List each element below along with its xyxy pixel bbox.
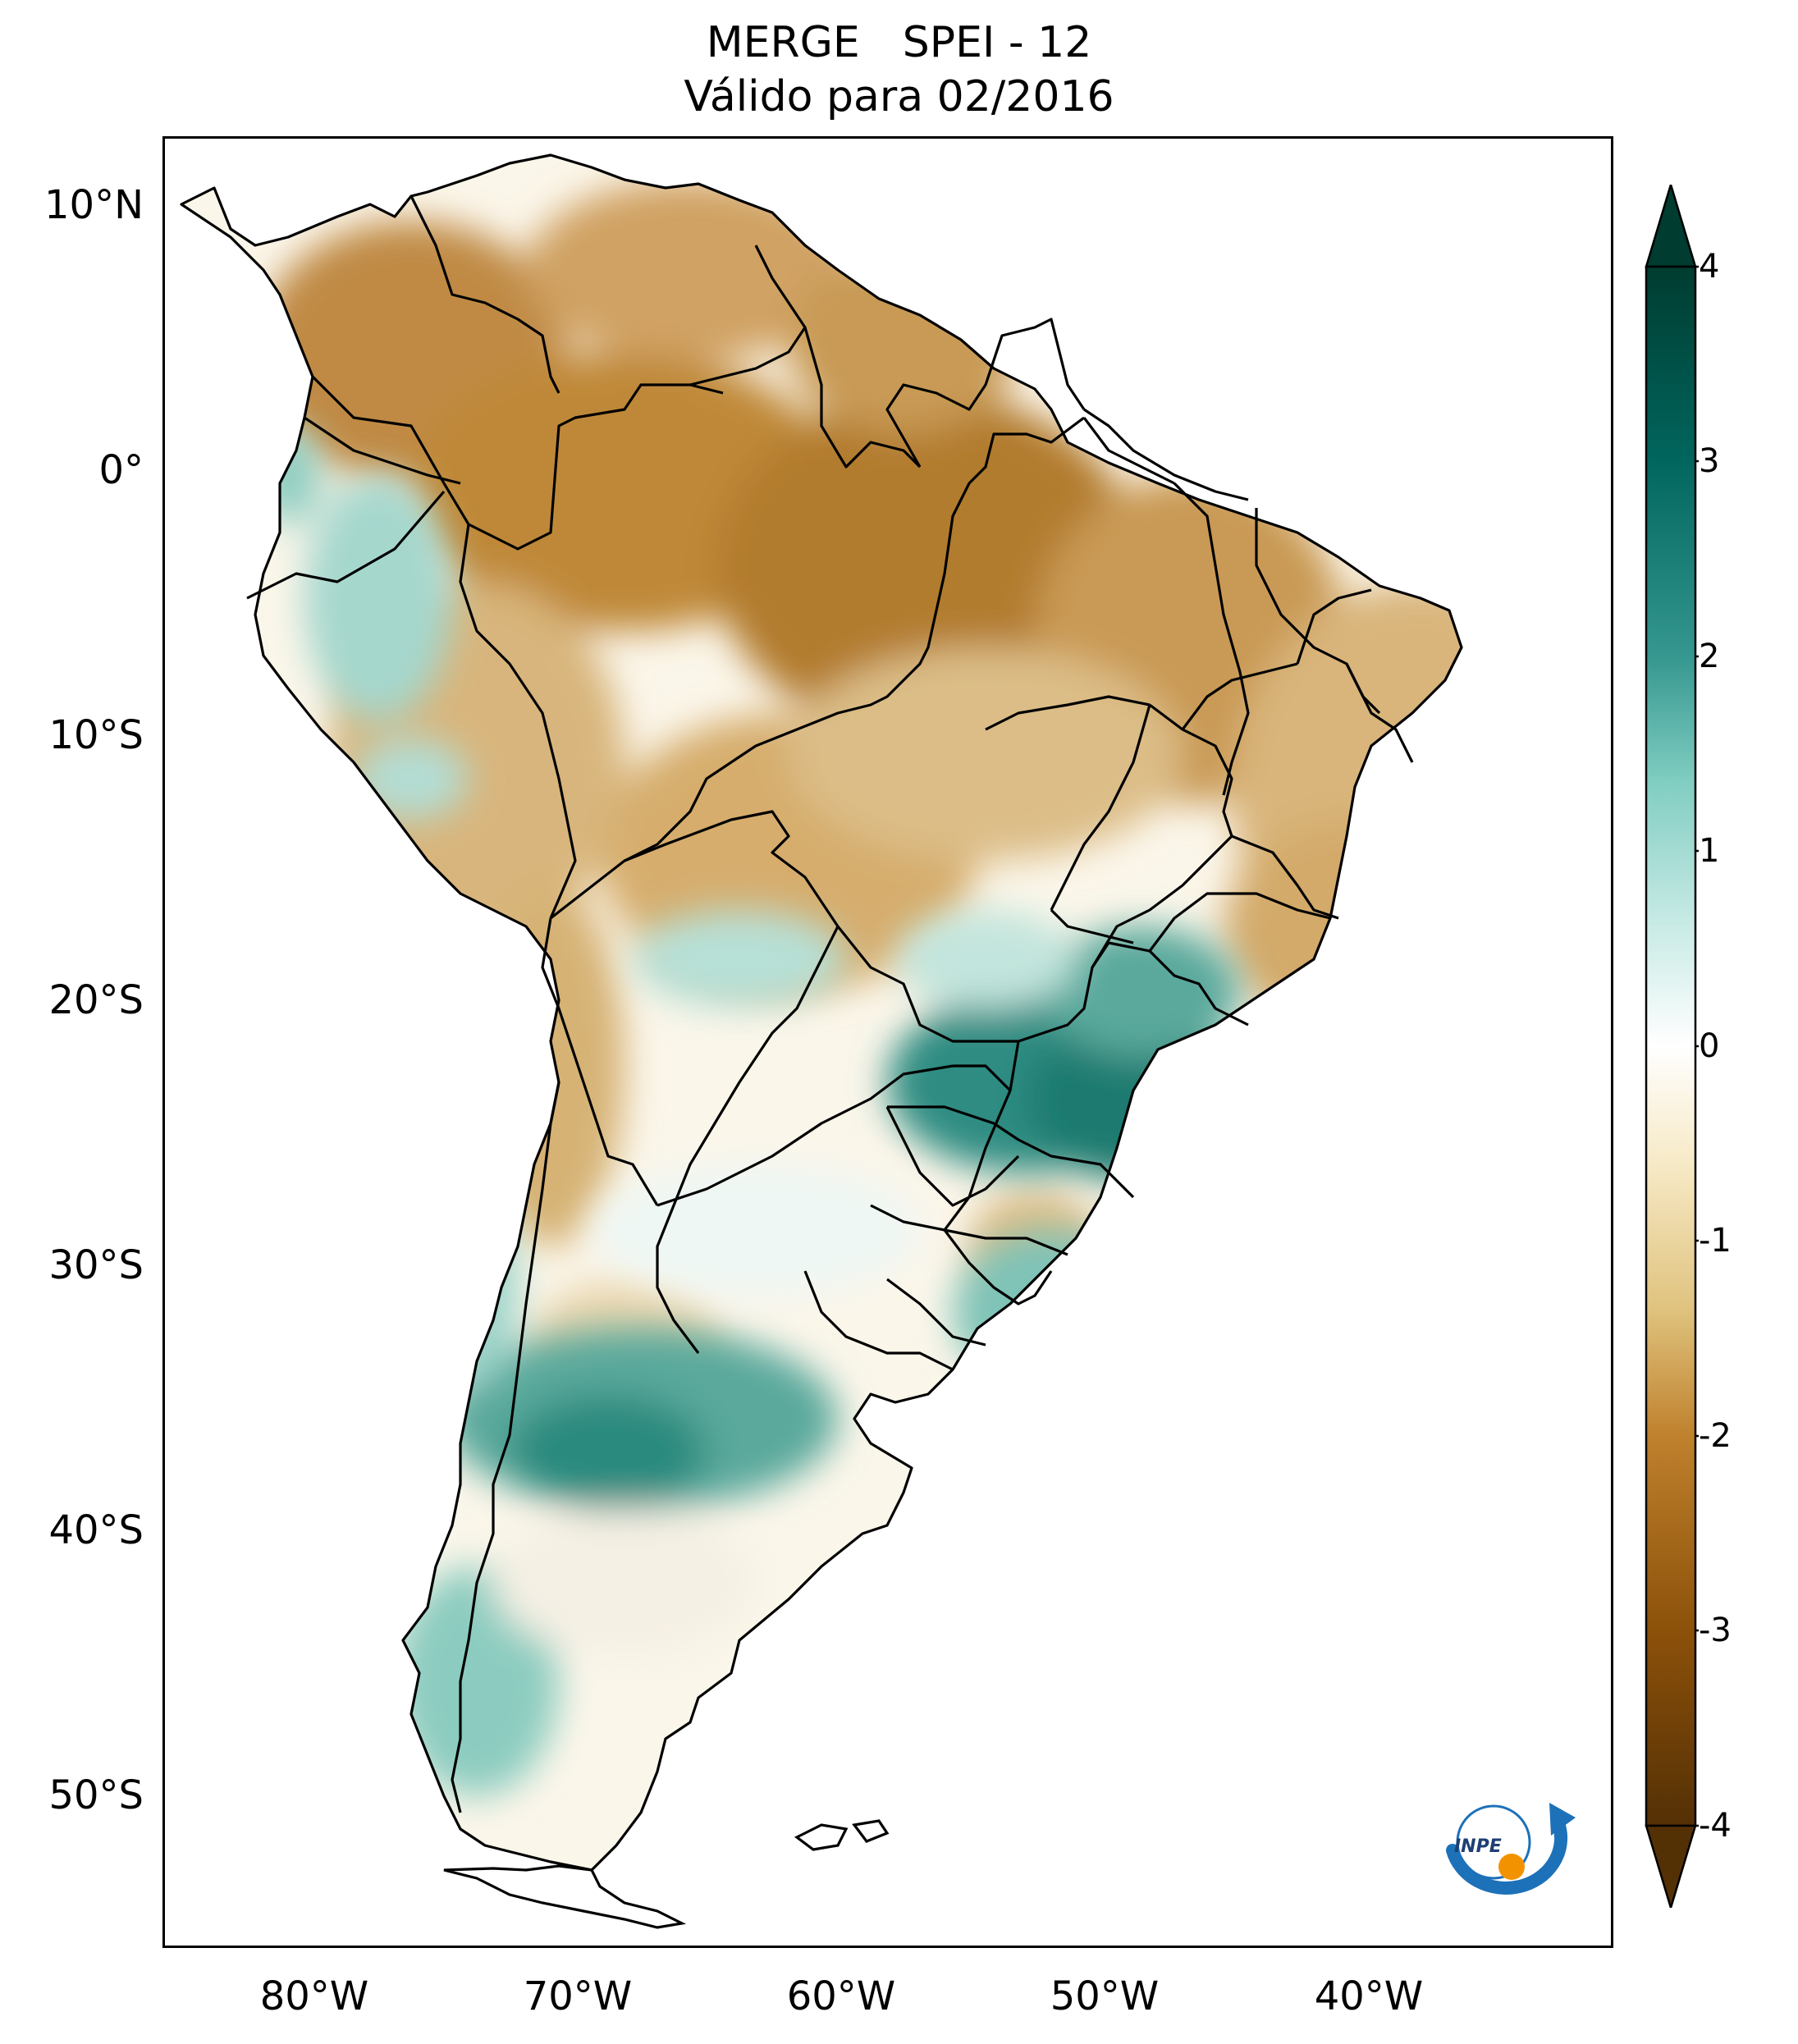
title-product: MERGE [706,18,860,67]
lat-tick-50s: 50°S [48,1772,144,1818]
logo-text: INPE [1454,1836,1502,1857]
map-canvas [180,153,1463,1929]
lat-tick-40s: 40°S [48,1507,144,1553]
lat-tick-0: 0° [98,447,144,493]
spei-field [181,155,1462,1870]
lon-tick-80w: 80°W [259,1973,369,2019]
country-borders [180,153,1463,1872]
tierra-del-fuego [443,1864,687,1929]
colorbar-tick-3: 3 [1699,442,1720,480]
colorbar-extend-top [1645,185,1697,268]
colorbar-tick-neg4: -4 [1699,1807,1732,1845]
lat-tick-30s: 30°S [48,1242,144,1288]
colorbar-extend-bottom [1645,1824,1697,1908]
inpe-logo: INPE [1446,1803,1576,1895]
colorbar-tick-4: 4 [1699,248,1720,286]
lon-tick-50w: 50°W [1050,1973,1160,2019]
lon-tick-40w: 40°W [1314,1973,1424,2019]
title-index: SPEI - 12 [902,18,1092,67]
colorbar-tick-neg3: -3 [1699,1612,1732,1649]
colorbar-tick-neg1: -1 [1699,1222,1732,1260]
colorbar-tick-neg2: -2 [1699,1417,1732,1455]
lat-tick-10s: 10°S [48,712,144,758]
map-frame [162,136,1613,1948]
map-title: MERGE SPEI - 12 [0,18,1798,67]
falkland-islands [794,1819,890,1851]
logo-dot [1498,1854,1525,1880]
lon-tick-60w: 60°W [786,1973,896,2019]
colorbar-ramp [1645,265,1697,1827]
colorbar-tick-1: 1 [1699,832,1720,870]
colorbar-tick-2: 2 [1699,638,1720,675]
colorbar [1645,185,1699,1908]
map-subtitle: Válido para 02/2016 [684,72,1114,121]
lat-tick-20s: 20°S [48,977,144,1023]
lat-tick-10n: 10°N [44,182,144,228]
lon-tick-70w: 70°W [523,1973,633,2019]
colorbar-tick-0: 0 [1699,1027,1720,1065]
